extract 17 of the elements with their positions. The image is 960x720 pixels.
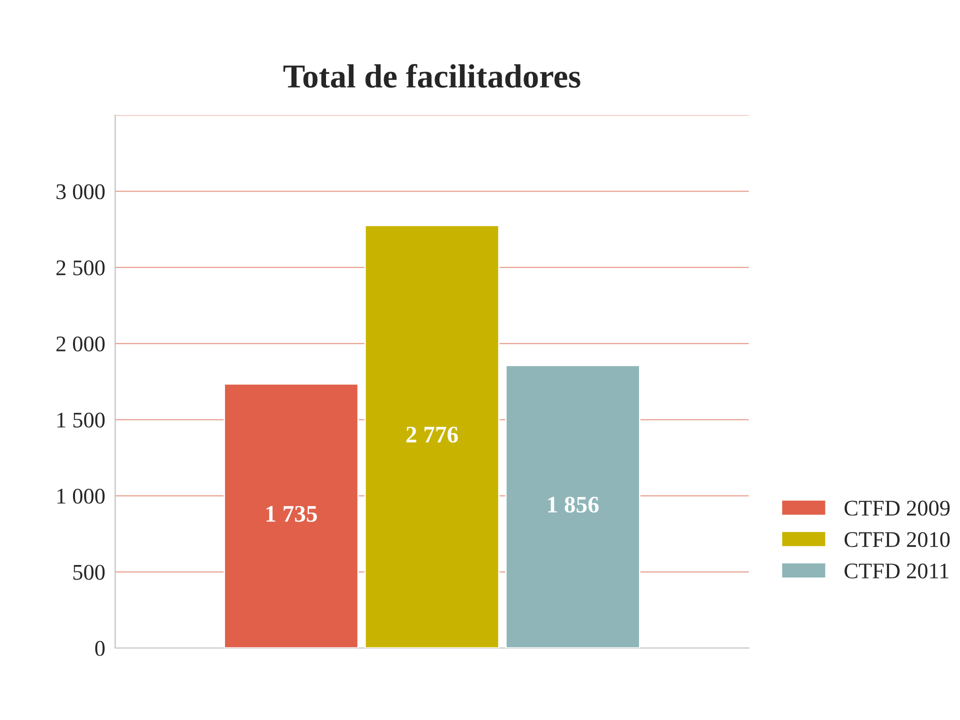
data-label: 1 735 <box>266 506 317 522</box>
data-label: 2 776 <box>406 426 458 443</box>
bar <box>224 383 359 648</box>
bar <box>505 364 640 648</box>
y-tick-label: 1 000 <box>57 488 105 504</box>
y-tick-label: 500 <box>73 564 105 580</box>
legend-label: CTFD 2009 <box>844 500 950 516</box>
legend-label: CTFD 2010 <box>844 532 950 548</box>
y-tick-label: 1 500 <box>57 412 105 428</box>
bar <box>364 224 500 648</box>
y-tick-label: 0 <box>95 640 105 656</box>
legend-label: CTFD 2011 <box>844 563 948 578</box>
data-label: 1 856 <box>548 496 599 513</box>
chart-title: Total de facilitadores <box>283 64 580 88</box>
y-tick-label: 2 000 <box>56 336 105 352</box>
y-tick-label: 3 000 <box>56 184 105 200</box>
y-tick-label: 2 500 <box>56 260 105 276</box>
